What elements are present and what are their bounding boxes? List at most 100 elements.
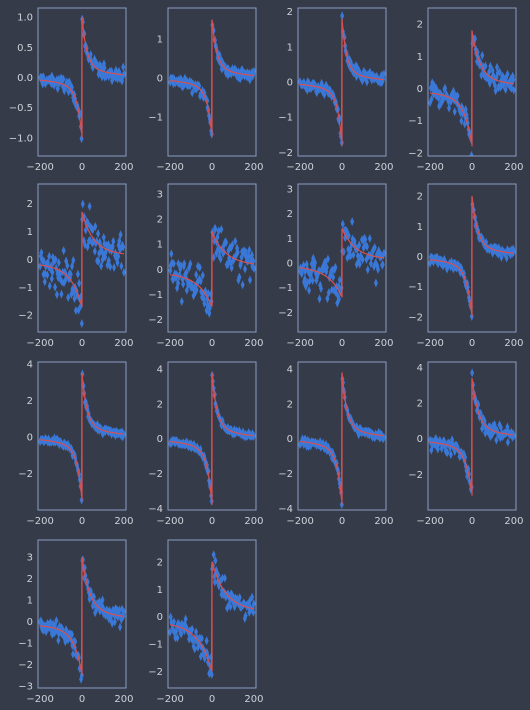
- data-point: [348, 251, 353, 261]
- x-tick-label: 0: [339, 516, 345, 527]
- x-tick-label: 0: [339, 338, 345, 349]
- y-tick-label: −0.5: [9, 103, 33, 114]
- x-tick-label: 200: [504, 162, 523, 173]
- data-point: [182, 259, 187, 269]
- data-point: [69, 629, 74, 639]
- x-tick-label: 200: [244, 162, 263, 173]
- x-tick-label: 200: [114, 516, 133, 527]
- fit-line: [40, 211, 124, 306]
- data-point: [119, 261, 124, 271]
- data-point: [337, 275, 342, 285]
- data-point: [101, 233, 106, 243]
- data-point: [230, 240, 235, 250]
- data-point: [336, 294, 341, 304]
- y-tick-label: −2: [148, 315, 163, 326]
- data-point: [445, 448, 450, 458]
- data-point: [326, 288, 331, 298]
- data-point: [488, 61, 493, 71]
- x-tick-label: −200: [416, 516, 443, 527]
- data-point: [218, 254, 223, 264]
- data-point: [41, 256, 46, 266]
- axes-frame: [37, 361, 127, 511]
- y-tick-label: 0: [287, 78, 293, 89]
- data-point: [452, 107, 457, 117]
- y-tick-label: −2: [408, 470, 423, 481]
- subplot-6: −200 0 200 −2 −1 0 1 2 3: [148, 183, 263, 349]
- y-tick-label: 2: [287, 209, 293, 220]
- data-point: [319, 284, 324, 294]
- data-point: [118, 230, 123, 240]
- data-point: [497, 67, 502, 77]
- data-point: [202, 298, 207, 308]
- subplot-2: −200 0 200 −1 0 1: [148, 7, 263, 173]
- data-point: [87, 201, 92, 211]
- y-tick-label: 3: [287, 184, 293, 195]
- data-point: [54, 290, 59, 300]
- data-point: [171, 617, 176, 627]
- y-tick-label: −2: [408, 148, 423, 159]
- fit-line: [40, 17, 124, 134]
- data-point: [364, 242, 369, 252]
- data-point: [317, 294, 322, 304]
- data-point: [121, 62, 126, 72]
- x-tick-label: 0: [469, 516, 475, 527]
- y-tick-label: −1: [18, 283, 33, 294]
- data-point: [243, 611, 248, 621]
- x-tick-label: 0: [209, 338, 215, 349]
- x-tick-label: 0: [469, 338, 475, 349]
- data-point: [469, 150, 474, 156]
- plot-area: [428, 30, 516, 156]
- y-tick-label: 3: [157, 190, 163, 201]
- x-tick-label: 200: [114, 694, 133, 705]
- data-point: [56, 635, 61, 645]
- data-point: [47, 251, 52, 261]
- data-point: [504, 253, 509, 263]
- y-tick-label: 1: [417, 52, 423, 63]
- axes-frame: [427, 361, 517, 511]
- y-tick-label: 0.0: [17, 73, 33, 84]
- data-point: [76, 305, 81, 315]
- y-tick-label: 0: [27, 432, 33, 443]
- data-point: [494, 435, 499, 445]
- y-tick-label: −2: [278, 469, 293, 480]
- data-point: [50, 267, 55, 277]
- y-tick-label: 1: [157, 240, 163, 251]
- data-point: [55, 84, 60, 94]
- x-tick-label: −200: [26, 694, 53, 705]
- y-tick-label: 3: [27, 553, 33, 564]
- subplot-1: −200 0 200 −1.0 −0.5 0.0 0.5 1.0: [9, 7, 133, 173]
- data-point: [499, 252, 504, 262]
- data-point: [61, 246, 66, 256]
- y-tick-label: −1: [408, 282, 423, 293]
- data-point: [106, 256, 111, 266]
- data-point: [68, 269, 73, 279]
- data-point: [53, 282, 58, 292]
- data-point: [351, 250, 356, 260]
- subplot-8: −200 0 200 −2 −1 0 1 2: [408, 183, 523, 349]
- data-point: [364, 255, 369, 265]
- y-tick-label: 0: [157, 265, 163, 276]
- y-tick-label: −2: [278, 308, 293, 319]
- data-point: [251, 599, 256, 609]
- data-point: [229, 263, 234, 273]
- axes-frame: [167, 7, 257, 157]
- data-point: [96, 256, 101, 266]
- data-point: [505, 69, 510, 79]
- data-point: [184, 267, 189, 277]
- x-tick-label: 200: [244, 694, 263, 705]
- x-tick-label: −200: [156, 694, 183, 705]
- data-point: [429, 94, 434, 104]
- data-point: [49, 274, 54, 284]
- data-point: [364, 77, 369, 87]
- fit-line: [430, 196, 514, 314]
- axes-frame: [297, 7, 387, 157]
- x-tick-label: 200: [374, 516, 393, 527]
- data-point: [101, 59, 106, 69]
- y-tick-label: 1: [27, 596, 33, 607]
- data-point: [368, 259, 373, 269]
- x-tick-label: 200: [374, 162, 393, 173]
- data-point: [79, 670, 84, 680]
- data-point: [112, 617, 117, 627]
- y-tick-label: 1: [287, 42, 293, 53]
